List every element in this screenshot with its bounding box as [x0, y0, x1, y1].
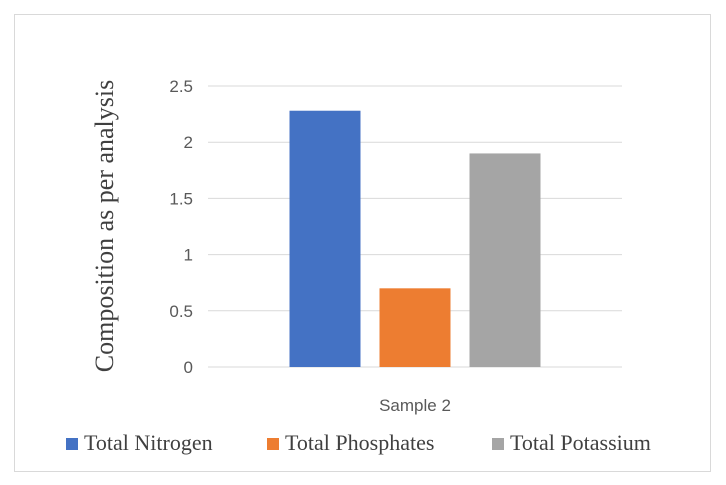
legend-swatch — [492, 438, 504, 450]
legend-swatch — [66, 438, 78, 450]
legend-label: Total Phosphates — [285, 430, 434, 455]
bar-total-nitrogen — [289, 110, 361, 367]
legend: Total Nitrogen Total Phosphates Total Pota… — [66, 430, 651, 455]
y-tick-label: 1.5 — [169, 189, 193, 208]
y-tick-label: 0 — [184, 358, 193, 377]
y-tick-label: 2 — [184, 133, 193, 152]
y-axis-ticks: 0 0.5 1 1.5 2 2.5 — [169, 77, 193, 377]
legend-label: Total Potassium — [510, 430, 651, 455]
y-tick-label: 2.5 — [169, 77, 193, 96]
y-tick-label: 1 — [184, 246, 193, 265]
legend-swatch — [267, 438, 279, 450]
y-tick-label: 0.5 — [169, 302, 193, 321]
gridlines — [208, 85, 622, 368]
bar-total-phosphates — [379, 288, 451, 367]
y-axis-label: Composition as per analysis — [90, 80, 119, 372]
x-category-label: Sample 2 — [379, 396, 451, 415]
x-axis-categories: Sample 2 — [379, 396, 451, 415]
bar-total-potassium — [469, 153, 541, 367]
chart-frame — [14, 14, 711, 472]
bars — [289, 110, 541, 367]
legend-label: Total Nitrogen — [84, 430, 213, 455]
